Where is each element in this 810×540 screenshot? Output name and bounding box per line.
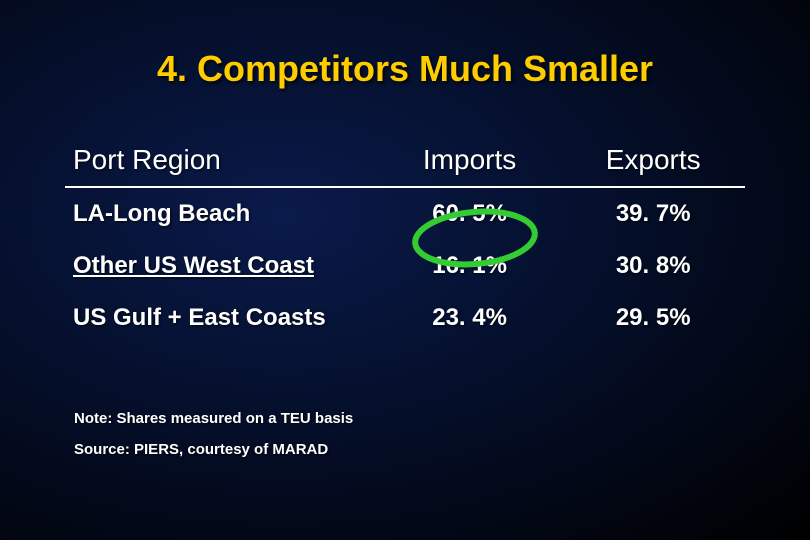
- cell-imports: 23. 4%: [378, 292, 562, 344]
- cell-imports: 16. 1%: [378, 240, 562, 292]
- table-row: Other US West Coast16. 1%30. 8%: [65, 240, 745, 292]
- data-table-container: Port Region Imports Exports LA-Long Beac…: [65, 138, 745, 344]
- cell-region: LA-Long Beach: [65, 187, 378, 240]
- footnotes: Note: Shares measured on a TEU basis Sou…: [74, 410, 353, 472]
- slide-title: 4. Competitors Much Smaller: [0, 0, 810, 90]
- cell-exports: 39. 7%: [561, 187, 745, 240]
- cell-exports: 30. 8%: [561, 240, 745, 292]
- cell-imports: 60. 5%: [378, 187, 562, 240]
- table-row: LA-Long Beach60. 5%39. 7%: [65, 187, 745, 240]
- cell-exports: 29. 5%: [561, 292, 745, 344]
- table-row: US Gulf + East Coasts23. 4%29. 5%: [65, 292, 745, 344]
- col-header-region: Port Region: [65, 138, 378, 187]
- col-header-exports: Exports: [561, 138, 745, 187]
- cell-region: Other US West Coast: [65, 240, 378, 292]
- port-share-table: Port Region Imports Exports LA-Long Beac…: [65, 138, 745, 344]
- footnote-note: Note: Shares measured on a TEU basis: [74, 410, 353, 427]
- cell-region: US Gulf + East Coasts: [65, 292, 378, 344]
- col-header-imports: Imports: [378, 138, 562, 187]
- footnote-source: Source: PIERS, courtesy of MARAD: [74, 441, 353, 458]
- table-header-row: Port Region Imports Exports: [65, 138, 745, 187]
